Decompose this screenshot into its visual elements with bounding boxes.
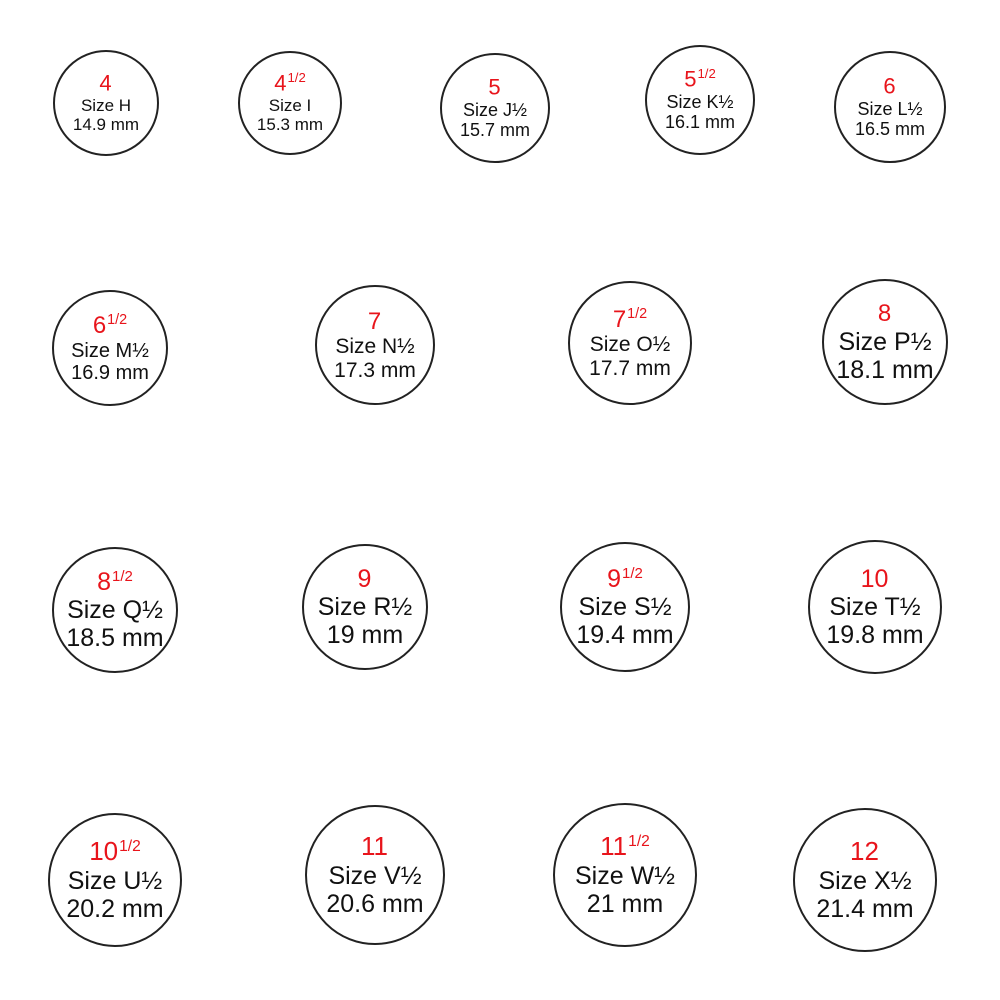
us-size: 91/2 [607, 564, 643, 593]
diameter-mm: 21.4 mm [816, 894, 914, 923]
ring-size-circle: 6 Size L½ 16.5 mm [834, 51, 946, 163]
diameter-mm: 15.3 mm [256, 115, 324, 135]
us-size: 4 [99, 70, 112, 96]
diameter-mm: 18.1 mm [836, 355, 934, 384]
diameter-mm: 14.9 mm [72, 115, 140, 135]
uk-size: Size O½ [589, 333, 671, 357]
diameter-mm: 20.6 mm [326, 889, 424, 918]
ring-size-circle: 12 Size X½ 21.4 mm [793, 808, 937, 952]
us-size-fraction: 1/2 [628, 832, 650, 850]
us-size-fraction: 1/2 [697, 66, 716, 82]
ring-size-circle: 111/2 Size W½ 21 mm [553, 803, 697, 947]
uk-size: Size R½ [317, 593, 413, 621]
uk-size: Size S½ [578, 593, 672, 621]
us-size: 8 [877, 300, 892, 328]
uk-size: Size N½ [335, 335, 415, 359]
ring-size-circle: 7 Size N½ 17.3 mm [315, 285, 435, 405]
ring-size-circle: 51/2 Size K½ 16.1 mm [645, 45, 755, 155]
diameter-mm: 20.2 mm [66, 894, 164, 923]
uk-size: Size T½ [829, 593, 921, 621]
ring-size-circle: 4 Size H 14.9 mm [53, 50, 159, 156]
us-size: 101/2 [89, 836, 141, 867]
us-size: 51/2 [684, 66, 716, 92]
diameter-mm: 19.4 mm [576, 621, 674, 649]
us-size: 71/2 [612, 305, 648, 333]
uk-size: Size L½ [857, 99, 923, 120]
us-size: 5 [488, 74, 501, 100]
diameter-mm: 16.9 mm [71, 361, 149, 384]
ring-size-circle: 61/2 Size M½ 16.9 mm [52, 290, 168, 406]
us-size: 7 [367, 307, 382, 335]
ring-size-circle: 101/2 Size U½ 20.2 mm [48, 813, 182, 947]
ring-size-circle: 8 Size P½ 18.1 mm [822, 279, 948, 405]
us-size: 81/2 [97, 567, 133, 596]
uk-size: Size M½ [71, 339, 149, 362]
us-size-fraction: 1/2 [112, 567, 133, 585]
us-size: 111/2 [600, 831, 650, 862]
ring-size-circle: 81/2 Size Q½ 18.5 mm [52, 547, 178, 673]
diameter-mm: 17.7 mm [589, 356, 671, 380]
diameter-mm: 21 mm [586, 889, 664, 918]
uk-size: Size Q½ [67, 596, 163, 624]
us-size-fraction: 1/2 [287, 70, 306, 86]
ring-size-circle: 41/2 Size I 15.3 mm [238, 51, 342, 155]
us-size-fraction: 1/2 [107, 311, 128, 328]
diameter-mm: 16.5 mm [854, 119, 926, 140]
uk-size: Size P½ [838, 327, 932, 356]
diameter-mm: 19 mm [326, 621, 404, 649]
diameter-mm: 17.3 mm [334, 358, 416, 382]
us-size: 41/2 [274, 70, 306, 96]
diameter-mm: 16.1 mm [664, 112, 736, 133]
us-size: 6 [883, 73, 896, 99]
ring-size-circle: 11 Size V½ 20.6 mm [305, 805, 445, 945]
uk-size: Size H [80, 96, 132, 116]
uk-size: Size U½ [67, 866, 163, 895]
diameter-mm: 19.8 mm [826, 621, 924, 649]
us-size: 11 [361, 831, 388, 862]
us-size-fraction: 1/2 [622, 564, 643, 582]
ring-size-circle: 5 Size J½ 15.7 mm [440, 53, 550, 163]
us-size: 12 [850, 836, 879, 867]
ring-size-circle: 71/2 Size O½ 17.7 mm [568, 281, 692, 405]
us-size-fraction: 1/2 [119, 837, 141, 855]
uk-size: Size X½ [818, 866, 912, 895]
ring-size-circle: 10 Size T½ 19.8 mm [808, 540, 942, 674]
uk-size: Size W½ [574, 861, 676, 890]
us-size: 61/2 [92, 311, 128, 339]
us-size-fraction: 1/2 [627, 305, 648, 322]
ring-size-circle: 9 Size R½ 19 mm [302, 544, 428, 670]
ring-size-circle: 91/2 Size S½ 19.4 mm [560, 542, 690, 672]
us-size: 9 [357, 565, 372, 593]
diameter-mm: 15.7 mm [459, 120, 531, 141]
uk-size: Size I [268, 96, 312, 116]
uk-size: Size K½ [666, 92, 734, 113]
diameter-mm: 18.5 mm [66, 624, 164, 652]
uk-size: Size V½ [328, 861, 422, 890]
uk-size: Size J½ [462, 100, 528, 121]
us-size: 10 [860, 565, 889, 593]
